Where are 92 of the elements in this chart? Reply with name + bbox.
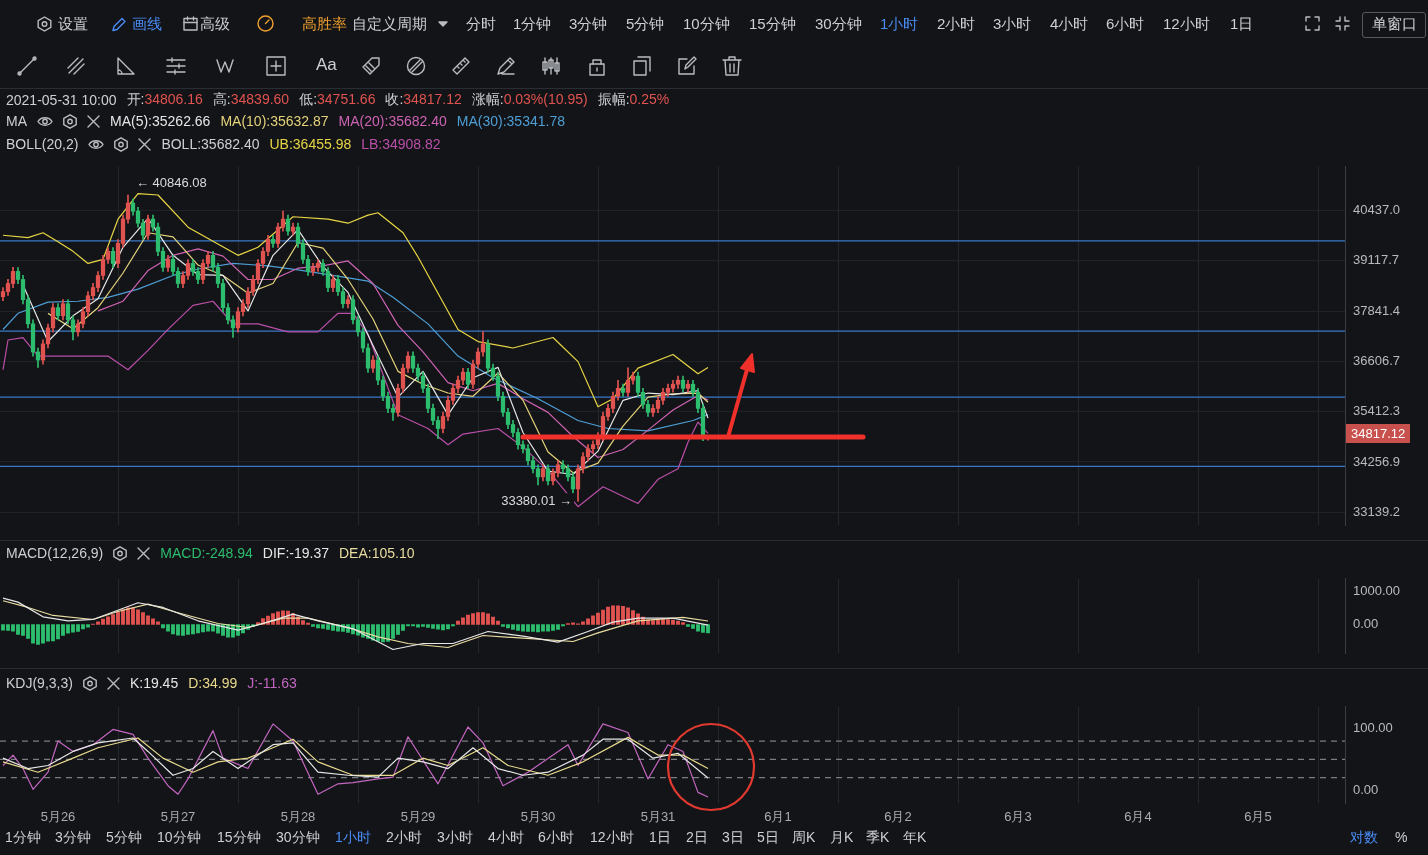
text: 画线 [132,15,162,34]
text: 30分钟 [276,829,320,847]
text: 15分钟 [749,15,796,34]
text: KDJ(9,3,3) [6,675,73,691]
text: 低:34751.66 [299,91,376,107]
text: 1分钟 [5,829,41,847]
x-tick-label: 5月31 [640,808,676,824]
text: 收:34817.12 [385,91,462,107]
text: 4小时 [1050,15,1089,34]
y-tick-label: 0.00 [1353,781,1379,797]
text: 34817.12 [1346,424,1411,443]
text: 10分钟 [157,829,201,847]
text: 涨幅:0.03%(10.95) [471,91,588,107]
x-tick-label: 5月27 [160,808,196,824]
y-tick-label: 34256.9 [1353,453,1400,469]
x-tick-label: 5月30 [520,808,556,824]
text: 2小时 [386,829,422,847]
text: 1小时 [335,829,371,847]
text: 3小时 [437,829,473,847]
text: 月K [830,829,854,847]
y-tick-label: 35412.3 [1353,403,1400,419]
text: 高:34839.60 [212,91,290,107]
x-tick-label: 5月26 [40,808,76,824]
x-tick-label: 6月5 [1244,808,1272,824]
text: 3日 [722,829,744,847]
y-tick-label: 100.00 [1353,720,1393,736]
text: 4小时 [488,829,524,847]
text: 季K [866,829,890,847]
text: K:19.45 [129,675,179,691]
text: DIF:-19.37 [262,545,329,561]
text: 年K [903,829,927,847]
text: DEA:105.10 [339,545,415,561]
text: 高胜率 [302,15,347,34]
annotation: 33380.01 → [501,492,573,508]
text: 3小时 [993,15,1032,34]
text: 单窗口 [1372,15,1417,34]
x-tick-label: 6月1 [764,808,792,824]
text: Aa [316,55,337,75]
text: MA(20):35682.40 [338,113,447,129]
y-tick-label: 36606.7 [1353,352,1400,368]
annotation: ← 40846.08 [136,174,207,190]
text: BOLL(20,2) [6,136,79,152]
text: 6小时 [1106,15,1145,34]
text: J:-11.63 [247,675,297,691]
text: MA(5):35262.66 [110,113,211,129]
text: 10分钟 [683,15,730,34]
x-tick-label: 6月3 [1004,808,1032,824]
x-tick-label: 5月28 [280,808,316,824]
x-tick-label: 6月4 [1124,808,1152,824]
text: 高级 [200,15,230,34]
text: MA(30):35341.78 [456,113,565,129]
text: 12小时 [1163,15,1210,34]
text: BOLL:35682.40 [161,136,260,152]
text: D:34.99 [188,675,238,691]
text: MACD(12,26,9) [6,545,104,561]
text: 5日 [757,829,779,847]
text: 2日 [686,829,708,847]
y-tick-label: 0.00 [1353,616,1379,632]
text: 15分钟 [217,829,261,847]
text: MACD:-248.94 [160,545,253,561]
text: 2021-05-31 10:00 [6,92,117,108]
text: 5分钟 [626,15,665,34]
text: 振幅:0.25% [597,91,670,107]
text: 1日 [1230,15,1254,34]
text: MA [6,113,27,129]
text: UB:36455.98 [269,136,352,152]
x-tick-label: 6月2 [884,808,912,824]
text: 自定义周期 [352,15,427,34]
text: MA(10):35632.87 [220,113,329,129]
y-tick-label: 40437.0 [1353,202,1400,217]
text: % [1395,829,1408,845]
text: 分时 [466,15,496,34]
text: 3分钟 [55,829,91,847]
y-tick-label: 37841.4 [1353,302,1400,318]
text: 30分钟 [815,15,862,34]
text: 6小时 [538,829,574,847]
x-tick-label: 5月29 [400,808,436,824]
text: 1日 [649,829,671,847]
y-tick-label: 1000.00 [1353,582,1400,598]
text: 对数 [1350,829,1378,847]
y-tick-label: 33139.2 [1353,503,1400,519]
text: 12小时 [590,829,634,847]
text: LB:34908.82 [361,136,441,152]
text: 2小时 [937,15,976,34]
y-tick-label: 39117.7 [1353,252,1400,268]
text: 周K [792,829,816,847]
text: 开:34806.16 [126,91,203,107]
text: 3分钟 [569,15,608,34]
text: 5分钟 [106,829,142,847]
text: 1小时 [880,15,919,34]
text: 设置 [58,15,88,34]
text: 1分钟 [513,15,552,34]
